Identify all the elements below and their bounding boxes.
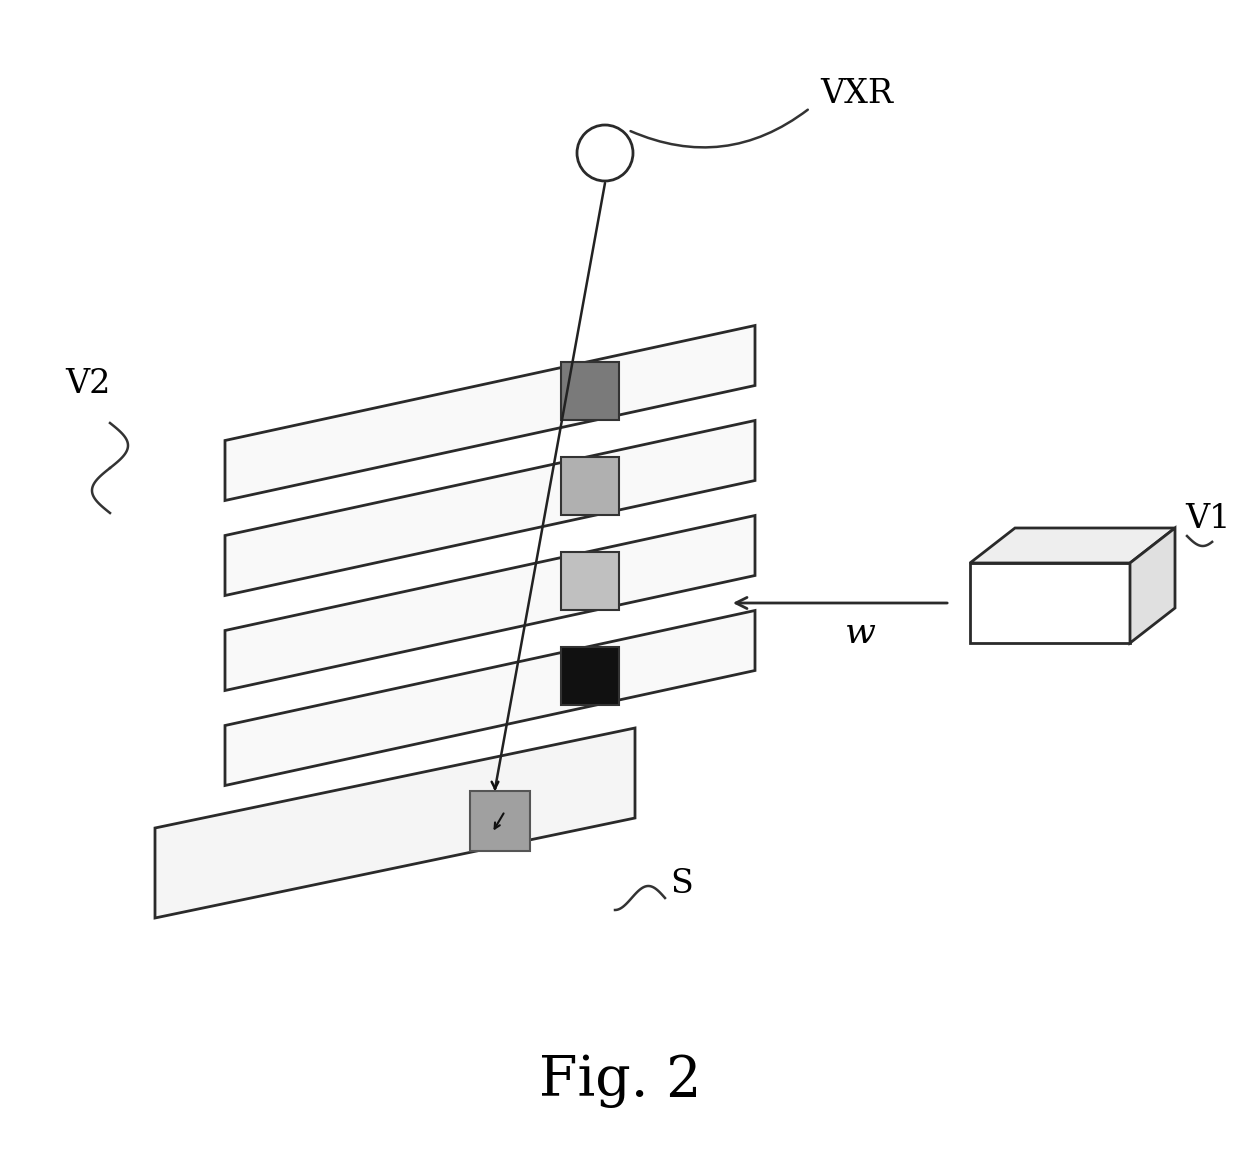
Text: VXR: VXR <box>820 77 893 110</box>
Text: V2: V2 <box>64 368 110 400</box>
Polygon shape <box>470 791 529 850</box>
Polygon shape <box>970 563 1130 643</box>
Polygon shape <box>224 515 755 691</box>
Text: Fig. 2: Fig. 2 <box>538 1053 702 1108</box>
Polygon shape <box>224 610 755 786</box>
Text: V1: V1 <box>1185 503 1230 535</box>
Polygon shape <box>970 528 1176 563</box>
Circle shape <box>577 126 632 181</box>
Polygon shape <box>560 362 619 420</box>
Polygon shape <box>560 647 619 705</box>
Text: S: S <box>670 868 693 900</box>
Polygon shape <box>1130 528 1176 643</box>
Polygon shape <box>224 325 755 501</box>
Polygon shape <box>560 552 619 610</box>
Polygon shape <box>155 728 635 918</box>
Polygon shape <box>560 457 619 515</box>
Text: w: w <box>844 616 875 650</box>
Polygon shape <box>224 420 755 596</box>
